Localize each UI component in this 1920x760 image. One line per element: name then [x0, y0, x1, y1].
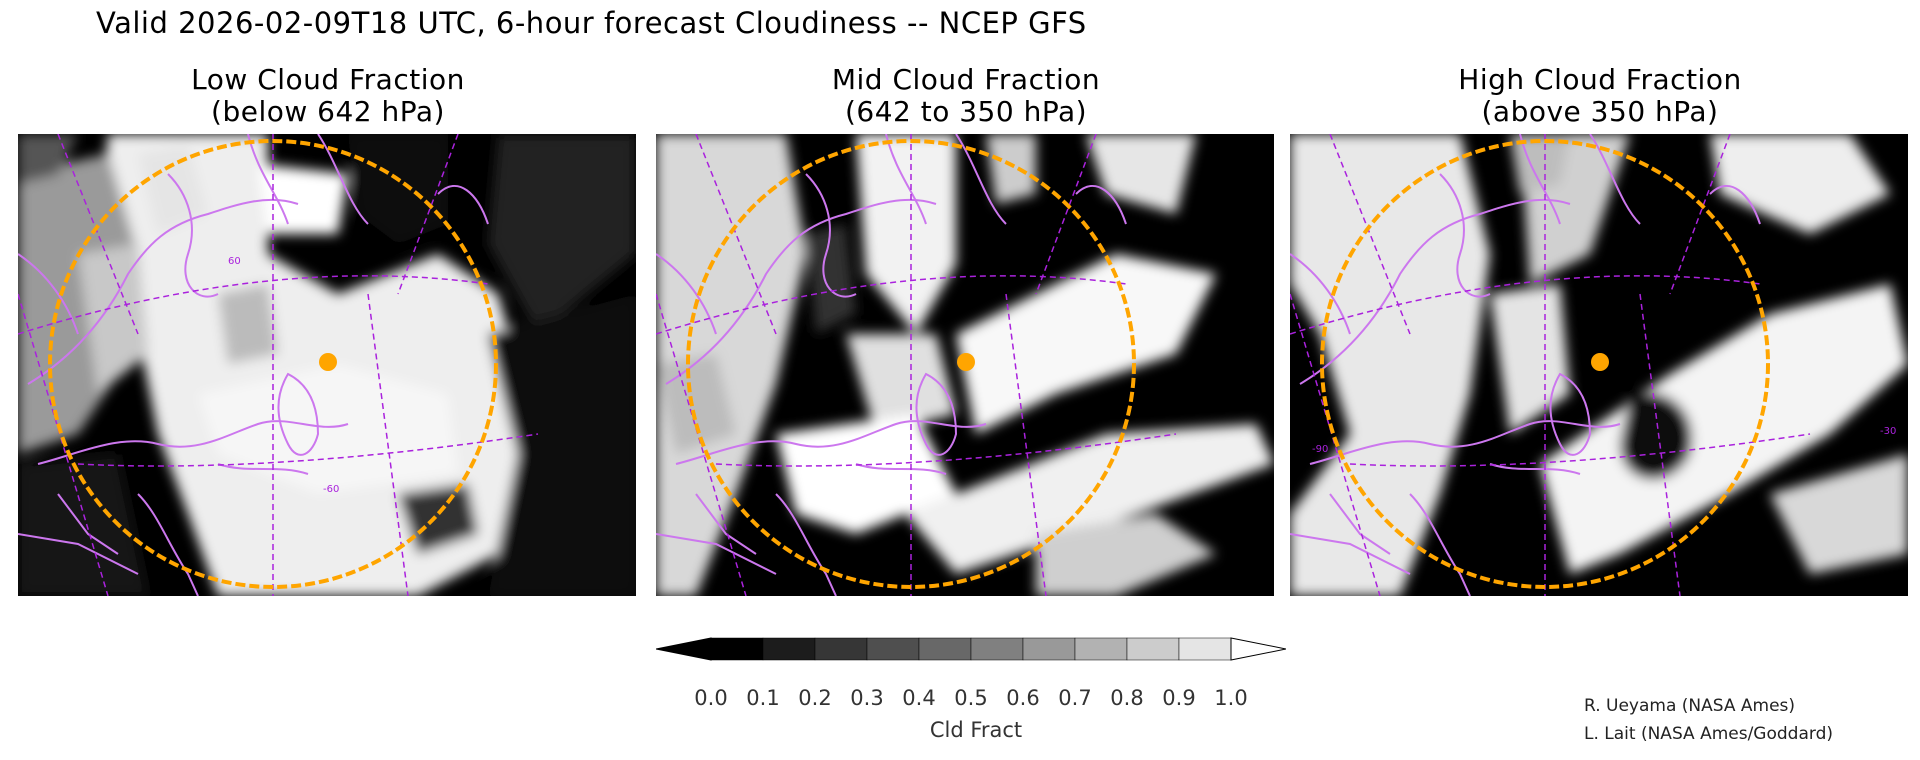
- lat-label-60: 60: [228, 256, 241, 267]
- lon-label-90: -90: [1312, 444, 1328, 455]
- map-low-cloud: 60 -60: [18, 134, 636, 596]
- panel-title-high: High Cloud Fraction (above 350 hPa): [1290, 64, 1910, 128]
- colorbar-box: [814, 637, 868, 661]
- panel-title-low: Low Cloud Fraction (below 642 hPa): [18, 64, 638, 128]
- colorbar-box: [1074, 637, 1128, 661]
- colorbar-box: [918, 637, 972, 661]
- panel-title-mid-line1: Mid Cloud Fraction: [831, 63, 1101, 96]
- lon-label-60: -60: [323, 484, 339, 495]
- colorbar-svg: [655, 637, 1287, 661]
- panel-title-low-line2: (below 642 hPa): [211, 95, 445, 128]
- panel-title-high-line1: High Cloud Fraction: [1458, 63, 1742, 96]
- panel-title-high-line2: (above 350 hPa): [1481, 95, 1719, 128]
- map-high-cloud: -90 -30: [1290, 134, 1908, 596]
- colorbar-tick-label: 0.6: [1006, 686, 1040, 710]
- colorbar-label: Cld Fract: [929, 718, 1023, 742]
- site-dot-icon: [1591, 353, 1609, 371]
- colorbar-tick-label: 0.1: [746, 686, 780, 710]
- colorbar-box: [1022, 637, 1076, 661]
- graticule-low: [18, 134, 539, 596]
- colorbar-ticks: 0.0 0.1 0.2 0.3 0.4 0.5 0.6 0.7 0.8 0.9 1.0: [0, 686, 1920, 716]
- colorbar-tick-label: 0.9: [1162, 686, 1196, 710]
- colorbar-box: [1126, 637, 1180, 661]
- colorbar-box: [866, 637, 920, 661]
- panel-title-mid: Mid Cloud Fraction (642 to 350 hPa): [656, 64, 1276, 128]
- colorbar-box: [710, 637, 764, 661]
- map-mid-cloud: [656, 134, 1274, 596]
- coastlines-low: [18, 134, 489, 596]
- coastlines-high: [1290, 134, 1761, 596]
- colorbar-tick-label: 0.3: [850, 686, 884, 710]
- colorbar-tick-label: 0.2: [798, 686, 832, 710]
- site-dot-icon: [957, 353, 975, 371]
- coastlines-mid: [656, 134, 1127, 596]
- colorbar-tick-label: 0.8: [1110, 686, 1144, 710]
- panel-title-low-line1: Low Cloud Fraction: [191, 63, 465, 96]
- colorbar-tick-label: 0.5: [954, 686, 988, 710]
- colorbar-tick-label: 1.0: [1214, 686, 1248, 710]
- colorbar: [655, 624, 1287, 678]
- credit-line-2: L. Lait (NASA Ames/Goddard): [1584, 724, 1833, 744]
- colorbar-box: [970, 637, 1024, 661]
- colorbar-under-triangle: [655, 637, 712, 661]
- lon-label-30: -30: [1880, 426, 1896, 437]
- cloud-field-low: [18, 134, 636, 596]
- colorbar-tick-label: 0.7: [1058, 686, 1092, 710]
- range-ring-low: [48, 139, 498, 589]
- colorbar-tick-label: 0.4: [902, 686, 936, 710]
- credit-line-1: R. Ueyama (NASA Ames): [1584, 696, 1796, 716]
- panel-title-mid-line2: (642 to 350 hPa): [844, 95, 1088, 128]
- cloud-field-mid: [656, 134, 1274, 596]
- colorbar-over-triangle: [1230, 637, 1287, 661]
- colorbar-box: [1178, 637, 1232, 661]
- range-ring-high: [1320, 139, 1770, 589]
- colorbar-box: [762, 637, 816, 661]
- range-ring-mid: [686, 139, 1136, 589]
- page-title: Valid 2026-02-09T18 UTC, 6-hour forecast…: [96, 6, 1087, 40]
- graticule-high: [1290, 134, 1811, 596]
- colorbar-tick-label: 0.0: [694, 686, 728, 710]
- cloud-field-high: [1290, 134, 1908, 596]
- site-dot-icon: [319, 353, 337, 371]
